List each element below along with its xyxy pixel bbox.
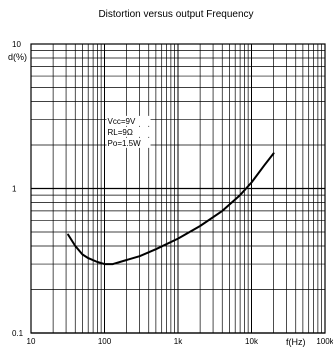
annotation-text: Po=1.5W: [108, 139, 142, 148]
plot-frame: [30, 43, 326, 334]
annotation-text: RL=9Ω: [108, 128, 133, 137]
x-tick-label: 10k: [245, 337, 259, 346]
y-tick-label: 10: [12, 40, 21, 49]
tick-labels: 10 100 1k 10k 100k 0.1 1 10: [12, 40, 333, 346]
x-axis-label: f(Hz): [286, 337, 306, 347]
x-tick-label: 100: [98, 337, 112, 346]
chart-title: Distortion versus output Frequency: [98, 9, 253, 20]
annotation-bg: [106, 137, 151, 148]
annotation-bg: [106, 115, 151, 126]
annotation-bg: [106, 126, 151, 137]
x-tick-label: 1k: [174, 337, 183, 346]
annotations: Vcc=9V RL=9Ω Po=1.5W: [106, 115, 151, 148]
y-axis-label: d(%): [8, 52, 27, 62]
y-tick-label: 1: [12, 185, 17, 194]
distortion-curve: [67, 152, 275, 266]
grid: [30, 43, 326, 334]
annotation-text: Vcc=9V: [108, 117, 136, 126]
y-tick-label: 0.1: [12, 329, 24, 338]
series: [67, 152, 275, 266]
x-tick-label: 10: [27, 337, 36, 346]
x-tick-label: 100k: [316, 337, 333, 346]
